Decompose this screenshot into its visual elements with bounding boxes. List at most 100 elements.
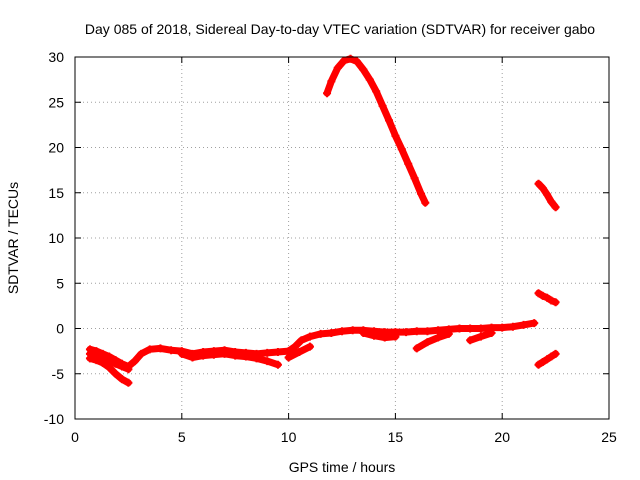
data-point (167, 346, 176, 355)
data-point (423, 338, 432, 347)
x-tick-label: 25 (601, 429, 617, 445)
data-point (498, 323, 507, 332)
series-line (323, 55, 429, 207)
tick-labels: 0 5 10 15 20 25 -10 -5 0 5 10 15 20 25 30 (44, 49, 617, 445)
x-tick-label: 0 (71, 429, 79, 445)
x-tick-label: 20 (494, 429, 510, 445)
data-point (412, 344, 421, 353)
data-point (384, 116, 393, 125)
x-axis-label: GPS time / hours (289, 459, 396, 475)
data-point (476, 324, 485, 333)
data-point (444, 329, 453, 338)
data-point (333, 63, 342, 72)
y-tick-label: -5 (52, 366, 65, 382)
data-point (391, 131, 400, 140)
series-line (413, 330, 453, 352)
data-point (291, 342, 300, 351)
data-point (551, 298, 560, 307)
data-point (547, 197, 556, 206)
y-tick-label: 10 (48, 230, 64, 246)
data-point (124, 365, 133, 374)
y-tick-label: 30 (48, 49, 64, 65)
y-tick-label: 15 (48, 185, 64, 201)
series-line (359, 329, 399, 342)
data-point (111, 369, 120, 378)
data-point (209, 350, 218, 359)
data-point (519, 320, 528, 329)
y-tick-label: -10 (44, 411, 64, 427)
data-point (220, 349, 229, 358)
plot-area (85, 54, 560, 387)
data-point (305, 332, 314, 341)
data-point (487, 329, 496, 338)
data-point (543, 293, 552, 302)
data-point (423, 327, 432, 336)
data-point (124, 378, 133, 387)
data-point (434, 326, 443, 335)
data-point (359, 329, 368, 338)
data-point (476, 332, 485, 341)
data-point (391, 332, 400, 341)
x-tick-label: 5 (178, 429, 186, 445)
data-point (346, 54, 355, 63)
data-point (85, 349, 94, 358)
data-point (117, 375, 126, 384)
axis-ticks (74, 56, 610, 420)
data-point (534, 179, 543, 188)
data-point (538, 357, 547, 366)
y-tick-label: 5 (56, 275, 64, 291)
data-point (117, 362, 126, 371)
data-point (365, 75, 374, 84)
data-point (417, 189, 426, 198)
data-point (297, 336, 306, 345)
data-point (508, 322, 517, 331)
grid (75, 57, 609, 419)
data-point (273, 360, 282, 369)
data-point (397, 145, 406, 154)
data-point (323, 89, 332, 98)
data-point (455, 324, 464, 333)
series-line (178, 350, 282, 369)
data-point (338, 327, 346, 336)
chart-title: Day 085 of 2018, Sidereal Day-to-day VTE… (85, 21, 595, 37)
data-point (404, 159, 413, 168)
data-point (295, 348, 304, 357)
data-point (156, 344, 165, 353)
data-point (547, 352, 556, 361)
data-point (327, 77, 336, 86)
data-point (378, 101, 387, 110)
data-point (434, 333, 443, 342)
data-point (543, 190, 552, 199)
x-tick-label: 15 (388, 429, 404, 445)
data-point (340, 56, 349, 65)
data-point (538, 184, 547, 193)
data-point (263, 348, 272, 357)
data-point (231, 351, 240, 360)
data-point (534, 289, 543, 298)
data-point (370, 331, 379, 340)
data-point (359, 65, 368, 74)
data-point (421, 198, 430, 207)
y-tick-label: 20 (48, 140, 64, 156)
data-point (263, 357, 272, 366)
data-point (412, 327, 421, 336)
x-tick-label: 10 (281, 429, 297, 445)
data-point (137, 349, 146, 358)
data-point (188, 353, 197, 362)
data-point (348, 326, 357, 335)
data-point (177, 349, 186, 358)
data-point (111, 359, 120, 368)
data-point (380, 333, 389, 342)
data-point (551, 203, 560, 212)
data-point (284, 353, 293, 362)
data-point (466, 336, 475, 345)
y-axis-label: SDTVAR / TECUs (5, 182, 21, 294)
data-point (105, 357, 114, 366)
data-point (199, 351, 208, 360)
data-point (352, 57, 361, 66)
y-tick-label: 25 (48, 94, 64, 110)
data-point (252, 354, 261, 363)
data-point (145, 345, 154, 354)
data-point (538, 291, 547, 300)
